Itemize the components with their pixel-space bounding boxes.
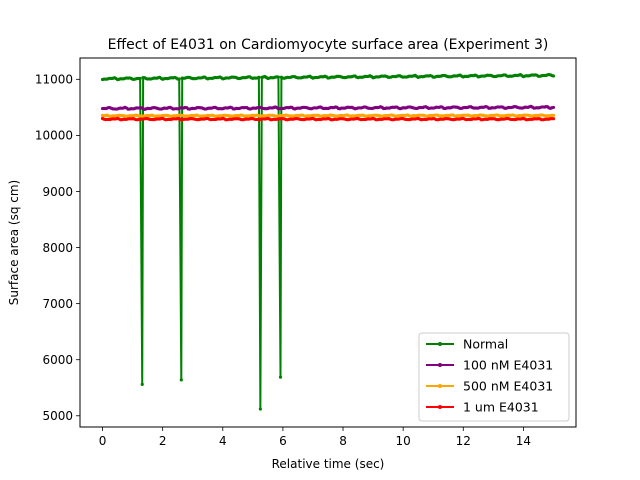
series-layer [100,73,556,411]
y-tick-label: 7000 [42,297,73,311]
y-tick-label: 6000 [42,353,73,367]
series-point [551,105,556,110]
x-tick-label: 6 [279,434,287,448]
y-tick-label: 10000 [35,129,73,143]
x-tick-label: 0 [99,434,107,448]
x-tick-label: 12 [456,434,471,448]
series-point [179,378,183,382]
series-point [138,76,142,81]
series-point [551,117,556,121]
legend: Normal 100 nM E4031 500 nM E4031 1 um E4031 [418,332,570,422]
y-tick-label: 11000 [35,73,73,87]
y-tick-label: 9000 [42,185,73,199]
y-tick-label: 8000 [42,241,73,255]
series-point [551,74,556,78]
x-tick-label: 8 [339,434,347,448]
x-tick-label: 2 [159,434,167,448]
y-tick-label: 5000 [42,409,73,423]
legend-label: 500 nM E4031 [463,379,553,394]
legend-marker [438,384,442,388]
y-axis: 5000 6000 7000 8000 9000 10000 11000 [35,73,80,423]
legend-marker [438,363,442,367]
series-point [140,382,144,386]
series-point [257,75,261,79]
legend-box [418,332,570,422]
chart-title: Effect of E4031 on Cardiomyocyte surface… [108,37,549,53]
legend-label: 100 nM E4031 [463,358,553,373]
x-tick-label: 14 [516,434,531,448]
legend-marker [438,405,442,409]
series-point [258,407,262,411]
plot-frame [79,57,577,428]
x-axis-label: Relative time (sec) [272,457,385,471]
legend-label: 1 um E4031 [463,400,539,415]
series-point [278,375,283,379]
x-tick-label: 10 [396,434,411,448]
legend-marker [438,342,442,346]
series-point [551,113,556,117]
y-axis-label: Surface area (sq cm) [7,180,21,305]
legend-label: Normal [463,337,508,352]
x-axis: 0 2 4 6 8 10 12 14 [99,427,531,448]
series-point [177,77,181,81]
series-point [276,75,280,79]
x-tick-label: 4 [219,434,227,448]
